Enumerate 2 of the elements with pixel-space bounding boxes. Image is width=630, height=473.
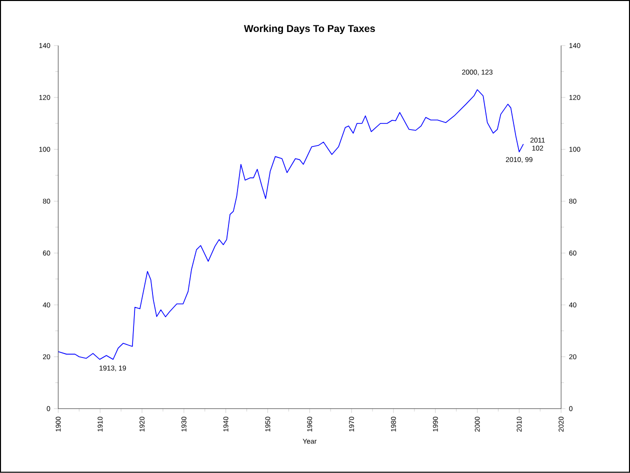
line-series [58,89,524,360]
chart-title: Working Days To Pay Taxes [244,24,375,34]
